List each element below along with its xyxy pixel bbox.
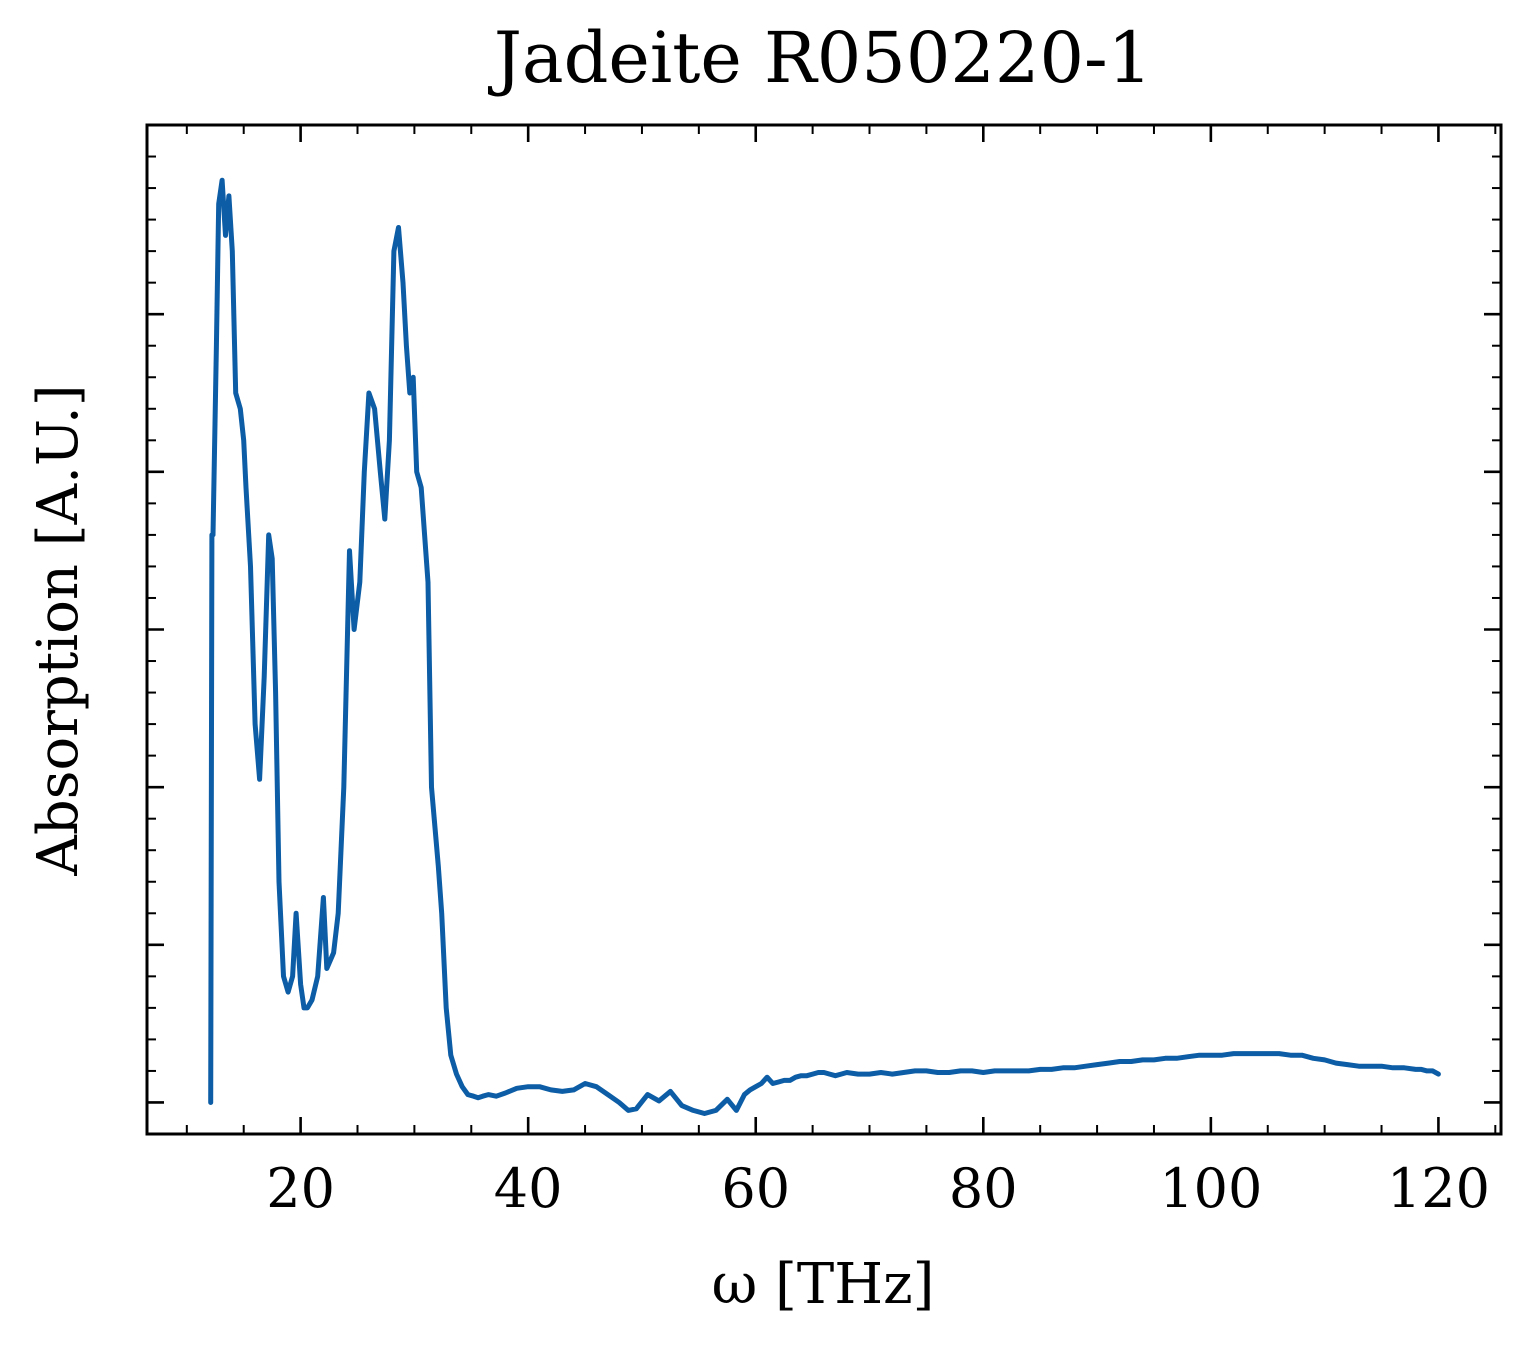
x-axis-label: ω [THz] <box>712 1252 935 1317</box>
x-tick-label: 60 <box>721 1157 790 1220</box>
series-layer <box>208 177 1441 1116</box>
ticks-layer: 20 40 60 80 100 120 <box>147 124 1501 1220</box>
x-tick-label: 20 <box>266 1157 335 1220</box>
plot-frame <box>145 123 1503 1136</box>
x-tick-label: 80 <box>949 1157 1018 1220</box>
series-line-0 <box>208 177 1441 1116</box>
y-axis-label: Absorption [A.U.] <box>26 384 91 876</box>
x-tick-label: 120 <box>1387 1157 1490 1220</box>
x-tick-label: 100 <box>1159 1157 1262 1220</box>
x-tick-label: 40 <box>494 1157 563 1220</box>
chart-title: Jadeite R050220-1 <box>488 17 1152 99</box>
